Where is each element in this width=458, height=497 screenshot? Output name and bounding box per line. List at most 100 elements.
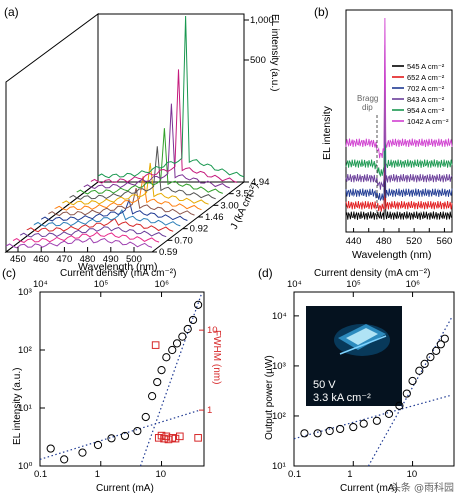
panel-d-inset-line1: 50 V: [313, 379, 336, 391]
panel-d-power-point: [313, 429, 322, 438]
panel-a-x-tick-label: 480: [80, 254, 96, 265]
panel-d-power-point: [402, 389, 411, 398]
panel-b-y-label: EL intensity: [321, 105, 333, 160]
panel-b-x-tick-label: 560: [436, 236, 452, 247]
panel-b-legend-label: 843 A cm⁻²: [407, 95, 445, 104]
panel-b: (b) Bragg dip 545 A cm⁻² 652 A cm⁻² 702 A …: [314, 5, 453, 261]
panel-d-x-tick-label: 10: [407, 469, 418, 480]
panel-a-j-tick-label: 3.00: [220, 200, 239, 211]
panel-a-label: (a): [4, 5, 19, 19]
panel-c-x-tick-label: 10: [156, 469, 167, 480]
panel-d-x-tick-label: 1: [347, 469, 352, 480]
panel-c-y2-tick-label: 1: [207, 405, 212, 416]
panel-a-trace: [54, 176, 202, 211]
panel-d-power-point: [325, 426, 334, 436]
panel-c-fwhm-point: [171, 434, 180, 443]
panel-b-annotation-line2: dip: [362, 103, 373, 112]
panel-a-x-tick-label: 450: [10, 254, 26, 265]
panel-c-top-tick-label: 10⁴: [33, 279, 48, 290]
panel-c-el-point: [157, 366, 166, 375]
panel-b-x-tick-label: 480: [376, 236, 392, 247]
panel-d-y-tick-label: 10⁴: [272, 311, 287, 322]
panel-c-fwhm-point: [160, 434, 168, 443]
panel-d-top-tick-label: 10⁶: [406, 279, 421, 290]
panel-b-legend-label: 954 A cm⁻²: [407, 106, 445, 115]
panel-d-top-label: Current density (mA cm⁻²): [314, 268, 430, 279]
panel-c-el-point: [133, 426, 142, 436]
panel-c-y-tick-label: 10⁰: [18, 461, 33, 472]
panel-a-trace: [40, 198, 188, 222]
panel-c-el-point: [120, 431, 130, 441]
panel-d-fit-low: [293, 394, 452, 440]
panel-c-fwhm-point: [176, 432, 184, 441]
panel-b-annotation-line1: Bragg: [357, 94, 378, 103]
panel-d-top-tick-label: 10⁴: [287, 279, 302, 290]
panel-d-y-tick-label: 10¹: [272, 461, 286, 472]
panel-c-x-label: Current (mA): [96, 483, 154, 494]
panel-a-j-tick-label: 0.59: [159, 247, 178, 258]
panel-d-power-point: [372, 416, 381, 425]
panel-a-x-tick-label: 460: [33, 254, 49, 265]
panel-d-inset-photo: [306, 306, 402, 406]
panel-d-inset-glow: [334, 324, 390, 356]
panel-c-fwhm-point: [154, 434, 163, 442]
panel-c-x-tick-label: 0.1: [34, 469, 47, 480]
panel-d-power-point: [359, 419, 368, 428]
panel-d-power-point: [432, 346, 441, 355]
panel-c-el-point: [78, 448, 87, 457]
panel-a-trace: [5, 237, 153, 249]
panel-a-trace: [97, 15, 245, 179]
panel-c-fwhm-point: [151, 341, 160, 349]
panel-a-x-tick-label: 470: [56, 254, 72, 265]
panel-a-trace: [83, 103, 230, 190]
panel-d-x-label: Current (mA): [340, 483, 398, 494]
panel-d-power-point: [408, 376, 417, 386]
panel-c-y2-tick-label: 10: [207, 325, 218, 336]
panel-c: (c) 0.1 10⁴ 1 10⁵ 10 10⁶ 10⁰ 10¹ 10² 10³ 1 10 Curre…: [2, 266, 222, 494]
panel-d-top-tick-label: 10⁵: [346, 279, 361, 290]
panel-c-y-tick-label: 10²: [18, 345, 32, 356]
panel-c-label: (c): [2, 266, 16, 280]
panel-d-power-point: [300, 429, 309, 438]
panel-d-inset-line2: 3.3 kA cm⁻²: [313, 392, 371, 404]
panel-c-fwhm-point: [194, 434, 202, 442]
panel-a-trace: [19, 226, 167, 238]
panel-d-power-point: [440, 334, 449, 343]
panel-a-trace: [12, 231, 160, 243]
panel-a-j-tick-label: 0.70: [174, 235, 193, 246]
panel-c-el-point: [46, 444, 55, 453]
panel-a-x-tick-label: 500: [126, 254, 142, 265]
panel-a-trace: [61, 162, 209, 206]
panel-b-legend-label: 652 A cm⁻²: [407, 73, 445, 82]
panel-c-el-point: [162, 353, 171, 362]
panel-d-power-point: [395, 401, 404, 410]
panel-d-y-label: Output power (µW): [264, 355, 275, 440]
panel-a-j-tick-label: 4.94: [251, 177, 270, 188]
panel-c-el-point: [141, 412, 150, 422]
panel-d-power-point: [420, 359, 429, 368]
panel-c-x-tick-label: 1: [95, 469, 100, 480]
panel-a-j-tick-label: 3.52: [236, 189, 255, 200]
panel-c-el-point: [168, 345, 177, 355]
panel-a-trace: [48, 187, 195, 217]
panel-a-trace: [69, 146, 216, 200]
panel-a-z-tick-label: 1,000: [250, 15, 274, 26]
panel-b-trace: [345, 44, 453, 178]
panel-b-legend-label: 702 A cm⁻²: [407, 84, 445, 93]
panel-c-el-point: [148, 392, 157, 401]
panel-a-x-tick-label: 490: [103, 254, 119, 265]
panel-d-power-point: [349, 422, 358, 432]
panel-a-j-tick-label: 0.92: [190, 224, 209, 235]
panel-b-x-tick-label: 520: [406, 236, 422, 247]
panel-c-y-tick-label: 10¹: [18, 403, 32, 414]
panel-b-legend-label: 545 A cm⁻²: [407, 62, 445, 71]
panel-d-x-tick-label: 0.1: [288, 469, 301, 480]
panel-b-trace: [345, 17, 453, 159]
panel-a-back-wall: [97, 13, 245, 183]
panel-b-trace: [345, 107, 453, 202]
panel-c-el-point: [178, 332, 187, 341]
panel-b-label: (b): [314, 5, 329, 19]
panel-c-y-tick-label: 10³: [18, 287, 32, 298]
panel-c-el-point: [60, 455, 69, 464]
panel-b-legend-label: 1042 A cm⁻²: [407, 117, 449, 126]
